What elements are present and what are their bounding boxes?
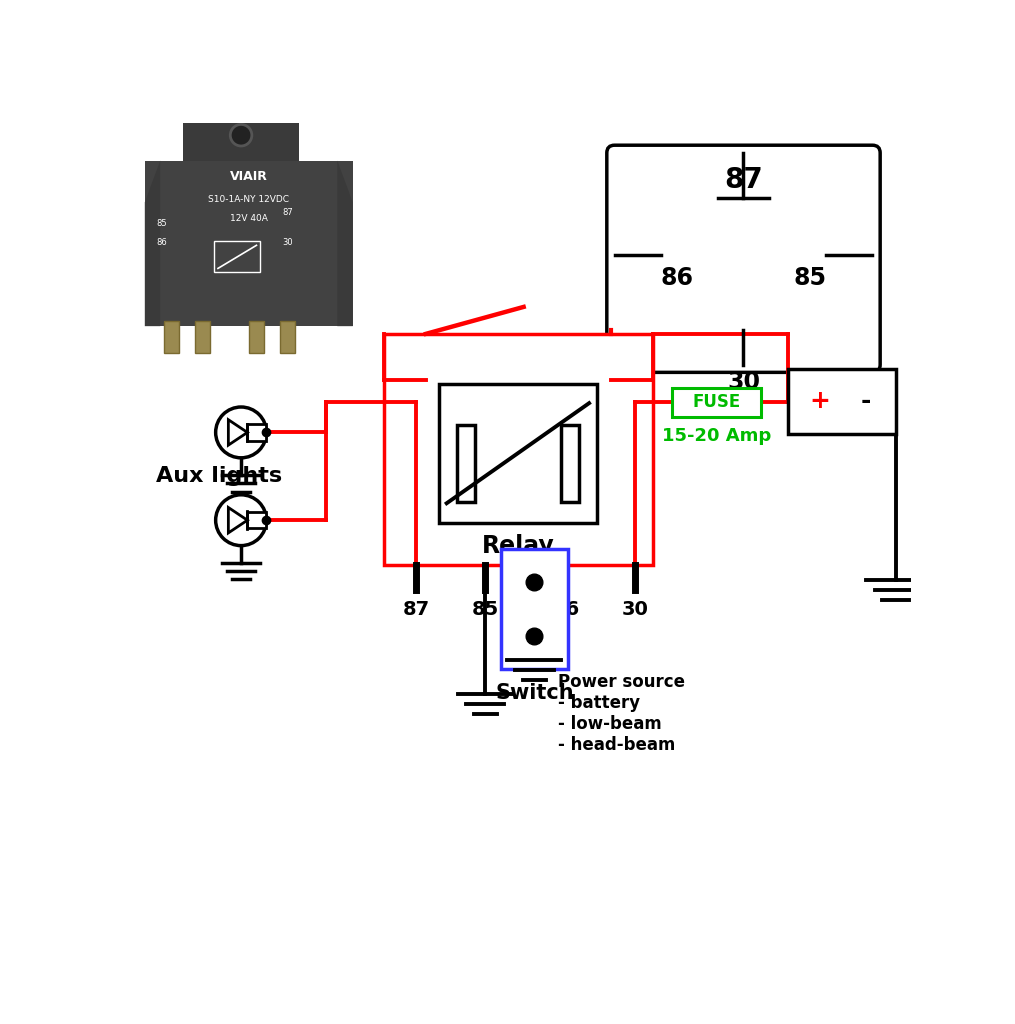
Bar [279, 321, 295, 353]
Text: 87: 87 [724, 166, 763, 194]
Bar [384, 334, 653, 565]
Bar [214, 242, 260, 272]
Circle shape [230, 125, 252, 146]
Text: -: - [860, 389, 871, 414]
Bar [164, 321, 180, 353]
Text: 15-20 Amp: 15-20 Amp [662, 427, 771, 445]
FancyBboxPatch shape [145, 161, 353, 327]
Text: 30: 30 [282, 239, 293, 248]
Bar [788, 369, 895, 434]
Text: Relay: Relay [482, 534, 554, 558]
Bar [438, 384, 597, 522]
Polygon shape [145, 161, 160, 327]
Text: 86: 86 [552, 600, 580, 620]
Bar [249, 321, 264, 353]
Text: 12V 40A: 12V 40A [229, 214, 268, 223]
Text: 86: 86 [156, 239, 167, 248]
Bar [195, 321, 210, 353]
Text: 85: 85 [472, 600, 498, 620]
Text: 30: 30 [622, 600, 649, 620]
Text: Switch: Switch [495, 683, 573, 702]
Bar [672, 388, 761, 417]
Text: VIAIR: VIAIR [229, 170, 268, 182]
Bar [500, 550, 568, 669]
Text: Aux lights: Aux lights [156, 466, 282, 486]
Text: Power source
- battery
- low-beam
- head-beam: Power source - battery - low-beam - head… [557, 674, 684, 754]
Text: +: + [810, 389, 830, 414]
Text: 85: 85 [794, 265, 826, 290]
Text: 87: 87 [282, 208, 293, 216]
Bar [560, 426, 580, 502]
Circle shape [215, 407, 267, 458]
Text: 30: 30 [727, 370, 760, 394]
Text: 86: 86 [661, 265, 693, 290]
Bar [457, 426, 475, 502]
Text: S10-1A-NY 12VDC: S10-1A-NY 12VDC [208, 195, 289, 204]
Polygon shape [337, 161, 353, 327]
Text: FUSE: FUSE [692, 393, 741, 412]
Bar [248, 424, 267, 440]
Text: 87: 87 [402, 600, 429, 620]
Circle shape [215, 495, 267, 546]
FancyBboxPatch shape [607, 145, 880, 373]
Bar [248, 512, 267, 528]
Text: 85: 85 [156, 219, 167, 228]
Bar [184, 122, 298, 161]
